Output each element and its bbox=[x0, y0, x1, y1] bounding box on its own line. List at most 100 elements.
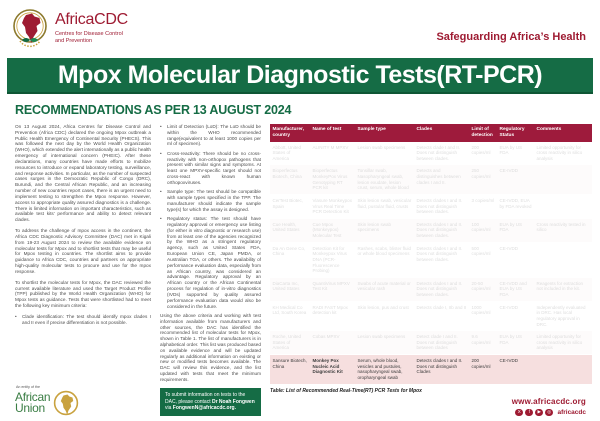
cell-test: Monkey Pox Nucleic Acid Diagnostic Kit bbox=[312, 358, 343, 375]
cell-manufacturer: Abbott, United States of America bbox=[272, 144, 302, 161]
table-row: Cue Health, United States Cue Mpox (Monke… bbox=[270, 218, 592, 243]
recommendations-heading: RECOMMENDATIONS AS PER 13 AUGUST 2024 bbox=[15, 103, 292, 117]
bullet-item: • Limit of Detection (LoD): The LoD shoul… bbox=[160, 124, 261, 147]
bullet-dot: • bbox=[15, 313, 17, 319]
cell-comments: Limited opportunity for cross reactivity… bbox=[536, 334, 583, 351]
bullet-item: • Cross-reactivity: There should be no cr… bbox=[160, 151, 261, 186]
bullet-item: • Regulatory status: The test should have… bbox=[160, 216, 261, 309]
bullet-text: Limit of Detection (LoD): The LoD should… bbox=[167, 124, 261, 147]
cell-sample: Skin lesion swab specimens bbox=[357, 221, 392, 233]
table-row: Abbott, United States of America ALINITY … bbox=[270, 142, 592, 166]
cell-comments bbox=[534, 243, 592, 277]
logo-subtitle: Centres for Disease Control and Preventi… bbox=[55, 31, 123, 44]
cell-manufacturer: Sansure Biotech, China bbox=[272, 358, 307, 369]
table-row: KH Medical Co Ltd, South Korea RADI FAST … bbox=[270, 302, 592, 332]
african-union-logo: An entity of the African Union bbox=[15, 385, 79, 416]
left-column: On 13 August 2024, Africa Centres for Di… bbox=[15, 124, 151, 329]
cell-clades: Detects clades I and II. Does not distin… bbox=[416, 221, 463, 238]
content-area: On 13 August 2024, Africa Centres for Di… bbox=[0, 117, 600, 417]
contact-name: Dr Noah Fongwen bbox=[211, 398, 255, 405]
header: AfricaCDC Centres for Disease Control an… bbox=[0, 0, 600, 56]
bullet-text: Sample type: The test should be compatib… bbox=[167, 189, 261, 212]
page-title: Mpox Molecular Diagnostic Tests(RT-PCR) bbox=[57, 60, 543, 89]
cell-manufacturer: Da An Gene Co, China bbox=[272, 245, 306, 257]
cell-sample: Lesion swab specimens bbox=[357, 334, 406, 340]
cell-clades: Detects clade I and II. Does not disting… bbox=[416, 144, 461, 161]
cell-lod: 250 copies/ml bbox=[471, 168, 491, 179]
cell-status: CE-IVDD bbox=[499, 245, 519, 251]
body-paragraph: On 13 August 2024, Africa Centres for Di… bbox=[15, 124, 152, 223]
cell-status: CE-IVDD and EUA by US FDA bbox=[499, 280, 527, 297]
table-row: CerTest Biotec, Spain Viasure Monkeypox V… bbox=[270, 195, 592, 219]
cell-test: Detection Kit for Monkeypox Virus DNA (P… bbox=[312, 245, 347, 274]
africacdc-logo: AfricaCDC Centres for Disease Control an… bbox=[10, 7, 133, 49]
cell-status: CE-IVDD, EUA by FDA revoked bbox=[499, 197, 532, 209]
cell-comments bbox=[534, 195, 592, 218]
instagram-icon[interactable]: ◎ bbox=[545, 408, 553, 416]
cell-sample: Serum, whole blood, vesicles and pustule… bbox=[357, 358, 403, 380]
cell-sample: Tonsillar swab, Nasopharyngeal swab, les… bbox=[357, 168, 409, 191]
cell-comments: Independently evaluated in DRC. Has loca… bbox=[536, 304, 586, 327]
cell-lod: 3 copies/ml bbox=[471, 197, 495, 203]
bullet-dot: • bbox=[160, 189, 162, 195]
bullet-text: Clade identification: The test should id… bbox=[22, 313, 151, 325]
column-header: Limit of detection bbox=[471, 127, 493, 138]
cell-test: Viasure Monkeypox Virus Real Time PCR De… bbox=[312, 197, 352, 215]
cell-test: Cue Mpox (Monkeypox) Molecular Test bbox=[312, 221, 342, 238]
body-paragraph: To shortlist the molecular tests for Mpo… bbox=[15, 279, 151, 309]
cell-clades: Detects clades I and II. Does not distin… bbox=[416, 245, 463, 262]
cell-sample: Rashes, scabs, blister fluid or whole bl… bbox=[357, 245, 412, 257]
column-header: Manufacturer, country bbox=[272, 127, 304, 138]
logo-text: AfricaCDC Centres for Disease Control an… bbox=[55, 7, 133, 45]
cell-lod: 20-50 copies/ml bbox=[471, 280, 491, 292]
cell-clades: Detect clade I and II. Does not distingu… bbox=[416, 334, 458, 351]
title-banner: Mpox Molecular Diagnostic Tests(RT-PCR) bbox=[7, 58, 593, 94]
african-union-emblem-icon bbox=[54, 390, 79, 416]
table-row: Bioperfectus Biotech, China Bioperfectus … bbox=[270, 165, 592, 195]
cell-manufacturer: KH Medical Co Ltd, South Korea bbox=[272, 304, 307, 316]
table-caption: Table: List of Recommended Real-Time(RT)… bbox=[270, 387, 422, 394]
cell-test: Cobas MPXV bbox=[312, 334, 340, 340]
cell-test: Bioperfectus MonkeyPox Virus Genotyping … bbox=[312, 168, 348, 191]
cell-sample: Skin lesion, pus and crust bbox=[357, 304, 409, 310]
column-header: Name of test bbox=[312, 127, 342, 132]
tagline: Safeguarding Africa’s Health bbox=[436, 31, 586, 43]
criteria-bullet-list: • Limit of Detection (LoD): The LoD shoul… bbox=[160, 124, 261, 309]
cell-manufacturer: DiaCarta Inc, United States bbox=[272, 280, 300, 292]
cell-test: RADI FAST Mpox detection kit bbox=[312, 304, 348, 316]
x-icon[interactable]: X bbox=[515, 408, 523, 416]
cell-lod: 200 copies/ml bbox=[471, 358, 491, 369]
contact-email[interactable]: FongwenN@africacdc.org. bbox=[172, 405, 236, 412]
cell-sample: Skin lesion swab, vesicular fluid, pustu… bbox=[357, 197, 412, 209]
cell-manufacturer: Cue Health, United States bbox=[272, 221, 300, 233]
cell-status: CE-IVDD bbox=[499, 358, 519, 363]
cell-sample: Swabs of acute material or vesicular ras… bbox=[357, 280, 411, 292]
cell-clades: Detects and distinguishes between clades… bbox=[416, 168, 461, 185]
cell-clades: Detects clade I, IIb and II bbox=[416, 304, 467, 310]
cell-lod: 9.6 copies/ml bbox=[471, 334, 491, 345]
entity-label: An entity of the bbox=[16, 385, 40, 389]
cell-lod: 500 copies/ml bbox=[471, 245, 491, 257]
cell-manufacturer: CerTest Biotec, Spain bbox=[272, 197, 304, 209]
social-handle: africacdc bbox=[557, 408, 586, 416]
cell-status: CE-IVDD bbox=[499, 304, 519, 310]
website-link[interactable]: www.africacdc.org bbox=[511, 397, 586, 406]
bullet-text: Cross-reactivity: There should be no cro… bbox=[167, 150, 261, 185]
column-header: Sample type bbox=[357, 127, 386, 132]
cell-manufacturer: Bioperfectus Biotech, China bbox=[272, 168, 302, 179]
leaf-icon bbox=[30, 38, 38, 42]
body-paragraph: To address the challenge of mpox access … bbox=[15, 228, 151, 274]
middle-column: • Limit of Detection (LoD): The LoD shoul… bbox=[160, 124, 261, 417]
africa-map-icon bbox=[22, 13, 41, 43]
youtube-icon[interactable]: ▶ bbox=[535, 408, 543, 416]
table-row: Roche, United States of America Cobas MPX… bbox=[270, 331, 592, 355]
column-header: Clades bbox=[416, 127, 433, 132]
cell-lod: 100 copies/ml bbox=[471, 221, 491, 233]
footer: An entity of the African Union www.afric… bbox=[15, 385, 586, 416]
facebook-icon[interactable]: f bbox=[525, 408, 533, 416]
cell-status: EUA by US FDA bbox=[499, 144, 523, 156]
contact-box: To submit information on tests to the DA… bbox=[160, 387, 261, 417]
cell-lod: 1000 copies/ml bbox=[471, 304, 491, 316]
leaf-icon bbox=[22, 38, 30, 42]
